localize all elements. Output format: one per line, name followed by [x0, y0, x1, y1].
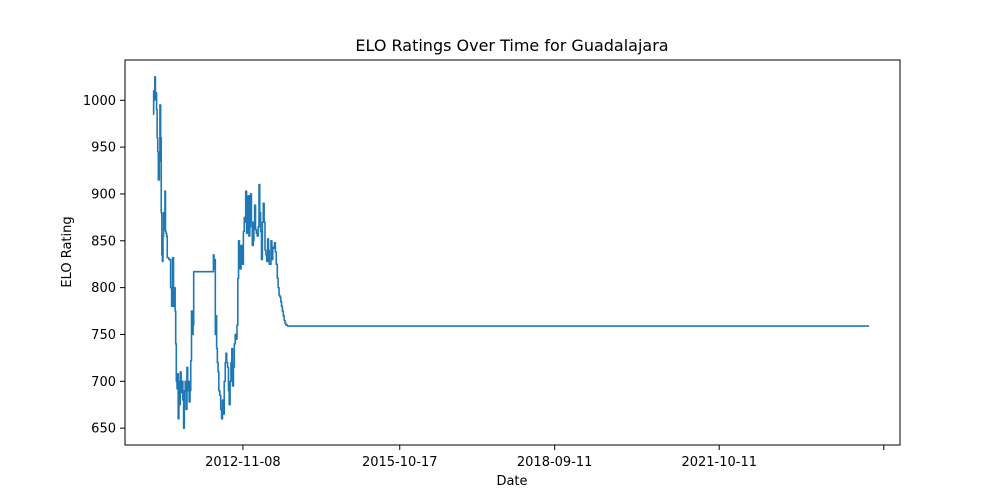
y-tick-label: 650 — [91, 422, 116, 437]
y-tick-label: 950 — [91, 141, 116, 156]
x-tick-label: 2021-10-11 — [681, 455, 757, 470]
y-tick-label: 850 — [91, 234, 116, 249]
x-tick-label: 2018-09-11 — [517, 455, 593, 470]
y-tick-label: 700 — [91, 375, 116, 390]
x-axis-label: Date — [496, 474, 527, 489]
plot-frame — [124, 59, 901, 446]
y-axis-label: ELO Rating — [60, 216, 75, 287]
chart-title: ELO Ratings Over Time for Guadalajara — [355, 36, 668, 55]
y-tick-label: 750 — [91, 328, 116, 343]
series-line — [152, 76, 870, 429]
y-tick-label: 1000 — [83, 94, 116, 109]
y-tick-label: 800 — [91, 281, 116, 296]
x-tick-label: 2012-11-08 — [205, 455, 281, 470]
axis-ticks: 650 700 750 800 850 900 950 1000 2012-11-08 2015-… — [83, 94, 885, 470]
plot-area — [152, 76, 870, 429]
x-tick-label: 2015-10-17 — [362, 455, 438, 470]
y-tick-label: 900 — [91, 187, 116, 202]
